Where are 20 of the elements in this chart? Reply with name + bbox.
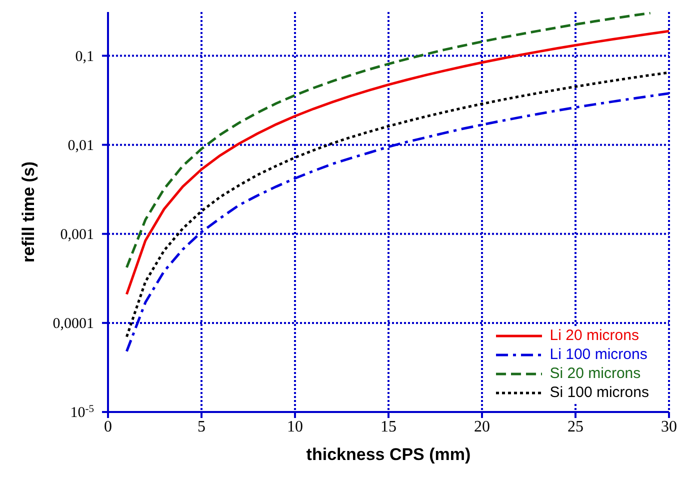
y-tick-label: 0,01 xyxy=(68,138,94,154)
x-tick-label: 5 xyxy=(198,418,206,436)
x-tick-label: 20 xyxy=(474,418,490,436)
y-tick-label: 0,1 xyxy=(75,48,94,65)
legend-label: Si 100 microns xyxy=(550,384,649,401)
y-tick-label: 10$^{-5}$ xyxy=(70,404,94,421)
x-tick-label: 30 xyxy=(661,418,677,436)
y-axis-title: refill time (s) xyxy=(19,161,38,263)
line-series xyxy=(125,12,652,269)
y-tick-label: 0,0001 xyxy=(52,316,94,332)
legend-label: Li 20 microns xyxy=(550,327,639,344)
x-axis-title: thickness CPS (mm) xyxy=(306,445,471,464)
x-tick-label: 10 xyxy=(287,418,303,436)
line-series xyxy=(125,30,669,296)
x-tick-label: 0 xyxy=(104,418,112,436)
y-tick-label: 0,001 xyxy=(60,226,94,243)
legend-label: Si 20 microns xyxy=(550,365,641,382)
legend-label: Li 100 microns xyxy=(550,346,648,363)
x-tick-label: 25 xyxy=(568,418,584,436)
x-tick-label: 15 xyxy=(380,418,396,436)
